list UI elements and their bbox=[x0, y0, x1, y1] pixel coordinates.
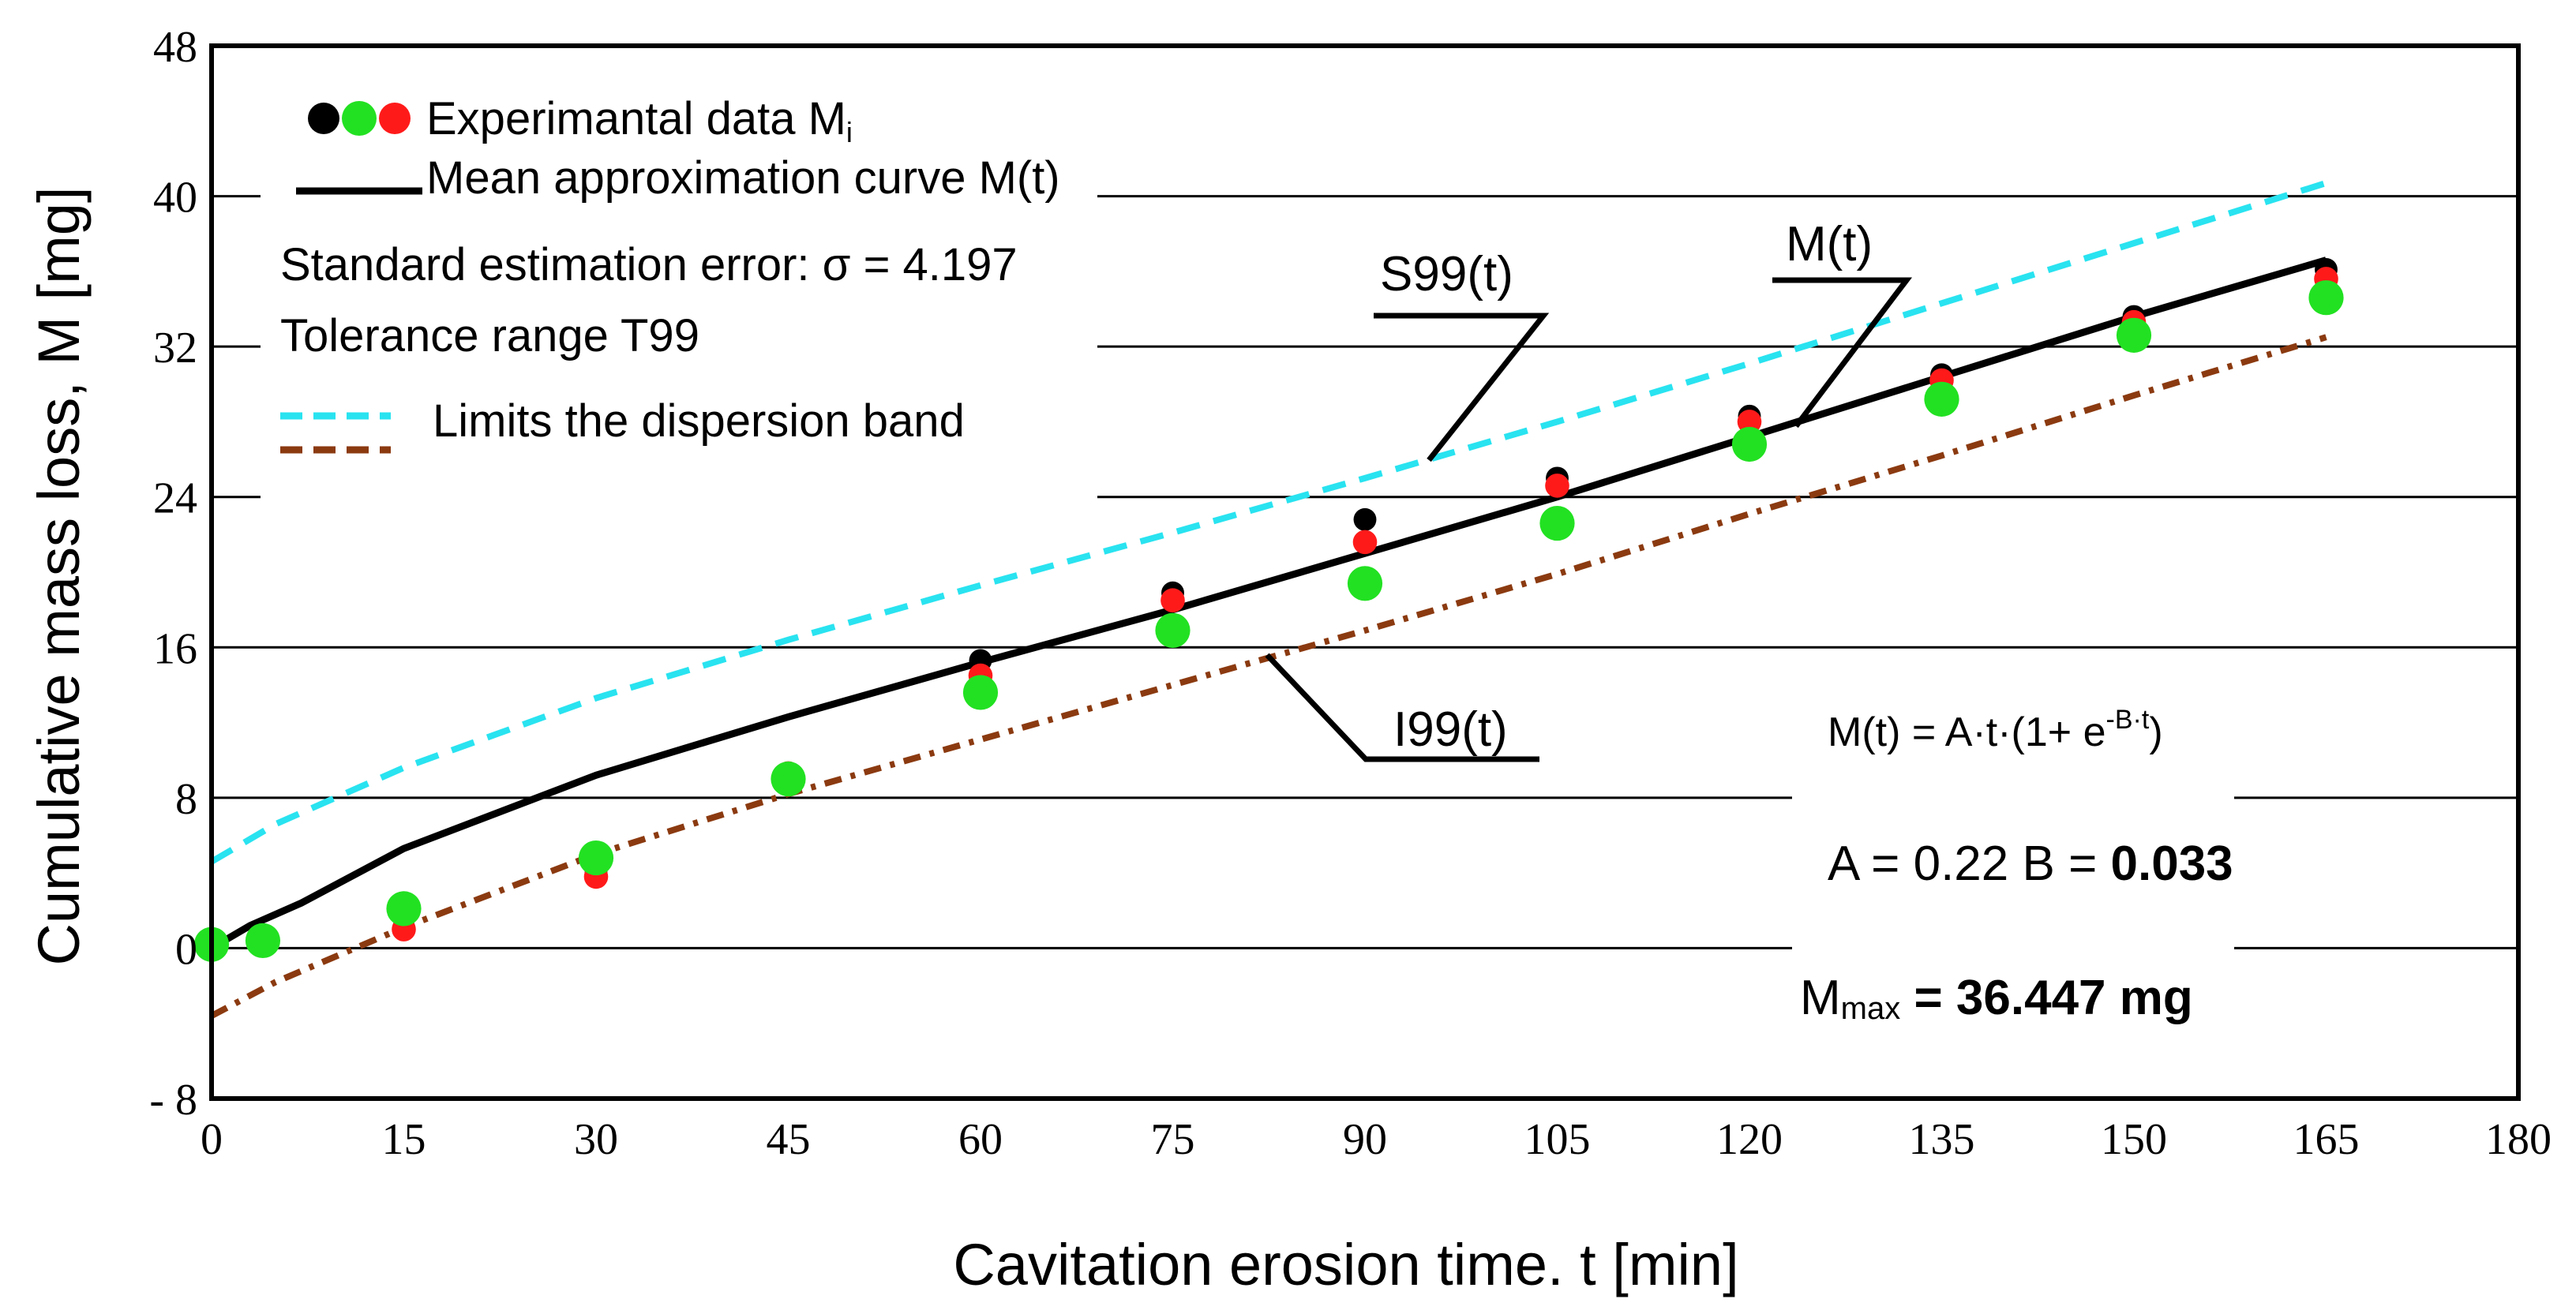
data-point-red bbox=[1545, 474, 1569, 498]
data-point-green bbox=[245, 923, 281, 958]
data-point-red bbox=[1737, 410, 1762, 434]
data-point-green bbox=[2308, 280, 2344, 316]
legend-marker-green bbox=[342, 101, 377, 136]
legend-marker-red bbox=[379, 103, 411, 134]
plot-frame bbox=[209, 43, 2521, 1101]
data-point-red bbox=[1161, 588, 1185, 613]
model-params: A = 0.22 B = 0.033 bbox=[1828, 837, 2233, 891]
data-point-green bbox=[1731, 426, 1768, 462]
y-tick-label: 48 bbox=[153, 23, 197, 72]
annotation-i99-leader bbox=[1265, 653, 1539, 762]
annotation-s99-background bbox=[1362, 233, 1551, 320]
x-tick-label: 165 bbox=[2293, 1115, 2360, 1164]
annotation-i99-background bbox=[1378, 691, 1555, 769]
annotation-mt-background bbox=[1768, 201, 1926, 280]
x-tick-label: 60 bbox=[958, 1115, 1003, 1164]
legend-experimental-subscript: i bbox=[846, 116, 853, 148]
data-point-black bbox=[1353, 507, 1377, 531]
y-tick-label: 40 bbox=[153, 174, 197, 223]
model-formula-lhs: M(t) = A·t·(1+ e bbox=[1828, 709, 2106, 755]
x-tick-label: 135 bbox=[1909, 1115, 1975, 1164]
model-formula-exponent: -B·t bbox=[2106, 705, 2150, 735]
series-line-s99-t- bbox=[209, 180, 2327, 865]
x-tick-label: 150 bbox=[2101, 1115, 2167, 1164]
data-point-green bbox=[1347, 566, 1383, 601]
annotation-i99-text: I99(t) bbox=[1393, 702, 1508, 757]
annotation-mt: M(t) bbox=[1768, 201, 1926, 429]
data-point-green bbox=[1924, 381, 1959, 417]
x-axis-title: Cavitation erosion time. t [min] bbox=[953, 1232, 1738, 1297]
model-box: M(t) = A·t·(1+ e-B·t) A = 0.22 B = 0.033… bbox=[1792, 691, 2234, 1050]
legend: Experimantal data Mi Mean approximation … bbox=[261, 75, 1097, 501]
annotation-s99-leader bbox=[1374, 313, 1550, 462]
y-tick-label: 24 bbox=[153, 474, 197, 523]
model-formula-rhs: ) bbox=[2149, 709, 2162, 755]
x-tick-label: 120 bbox=[1716, 1115, 1783, 1164]
annotation-s99: S99(t) bbox=[1362, 233, 1551, 462]
x-tick-label: 90 bbox=[1343, 1115, 1387, 1164]
x-tick-label: 45 bbox=[767, 1115, 811, 1164]
tick-labels: 0 15 30 45 60 75 90 105 120 135 150 165 180- 8081624… bbox=[149, 23, 2552, 1164]
legend-experimental-label: Experimantal data M bbox=[426, 93, 846, 144]
x-tick-label: 180 bbox=[2485, 1115, 2552, 1164]
x-tick-label: 105 bbox=[1524, 1115, 1591, 1164]
series-line-m-t- bbox=[209, 256, 2327, 952]
model-mmax: Mmax = 36.447 mg bbox=[1800, 971, 2193, 1026]
x-tick-label: 15 bbox=[382, 1115, 426, 1164]
x-tick-label: 30 bbox=[574, 1115, 618, 1164]
annotation-i99: I99(t) bbox=[1265, 653, 1555, 769]
data-point-green bbox=[1155, 612, 1191, 648]
y-tick-label: 32 bbox=[153, 324, 197, 372]
model-box-background bbox=[1792, 691, 2234, 1050]
y-axis-title: Cumulative mass loss, M [mg] bbox=[26, 187, 92, 966]
legend-tolerance: Tolerance range T99 bbox=[280, 310, 699, 361]
legend-experimental: Experimantal data Mi bbox=[426, 93, 853, 148]
annotation-s99-text: S99(t) bbox=[1380, 247, 1513, 301]
legend-marker-black bbox=[308, 103, 339, 134]
y-tick-label: - 8 bbox=[149, 1076, 197, 1125]
annotation-mt-text: M(t) bbox=[1786, 217, 1873, 271]
y-tick-label: 8 bbox=[175, 775, 197, 824]
data-point-green bbox=[962, 675, 999, 710]
data-point-red bbox=[1352, 530, 1378, 555]
data-point-green bbox=[386, 891, 422, 927]
series-layer bbox=[193, 180, 2344, 1019]
data-point-green bbox=[1539, 505, 1575, 541]
y-tick-label: 0 bbox=[175, 925, 197, 974]
data-point-green bbox=[771, 761, 806, 797]
data-point-green bbox=[578, 840, 614, 876]
x-tick-label: 75 bbox=[1151, 1115, 1195, 1164]
param-a-text: A = 0.22 B = bbox=[1828, 837, 2111, 891]
mmax-sub: max bbox=[1841, 991, 1901, 1026]
legend-limits: Limits the dispersion band bbox=[433, 395, 965, 447]
legend-std-error: Standard estimation error: σ = 4.197 bbox=[280, 239, 1018, 290]
legend-background bbox=[261, 75, 1097, 501]
param-b-value: 0.033 bbox=[2111, 837, 2233, 891]
mmax-m: M bbox=[1800, 971, 1841, 1025]
mmax-value: = 36.447 mg bbox=[1900, 971, 2193, 1025]
annotation-mt-leader bbox=[1772, 277, 1913, 429]
model-formula: M(t) = A·t·(1+ e-B·t) bbox=[1828, 705, 2163, 755]
data-point-green bbox=[2116, 317, 2152, 353]
y-tick-label: 16 bbox=[153, 624, 197, 673]
x-tick-label: 0 bbox=[201, 1115, 223, 1164]
legend-mean: Mean approximation curve M(t) bbox=[426, 152, 1060, 204]
